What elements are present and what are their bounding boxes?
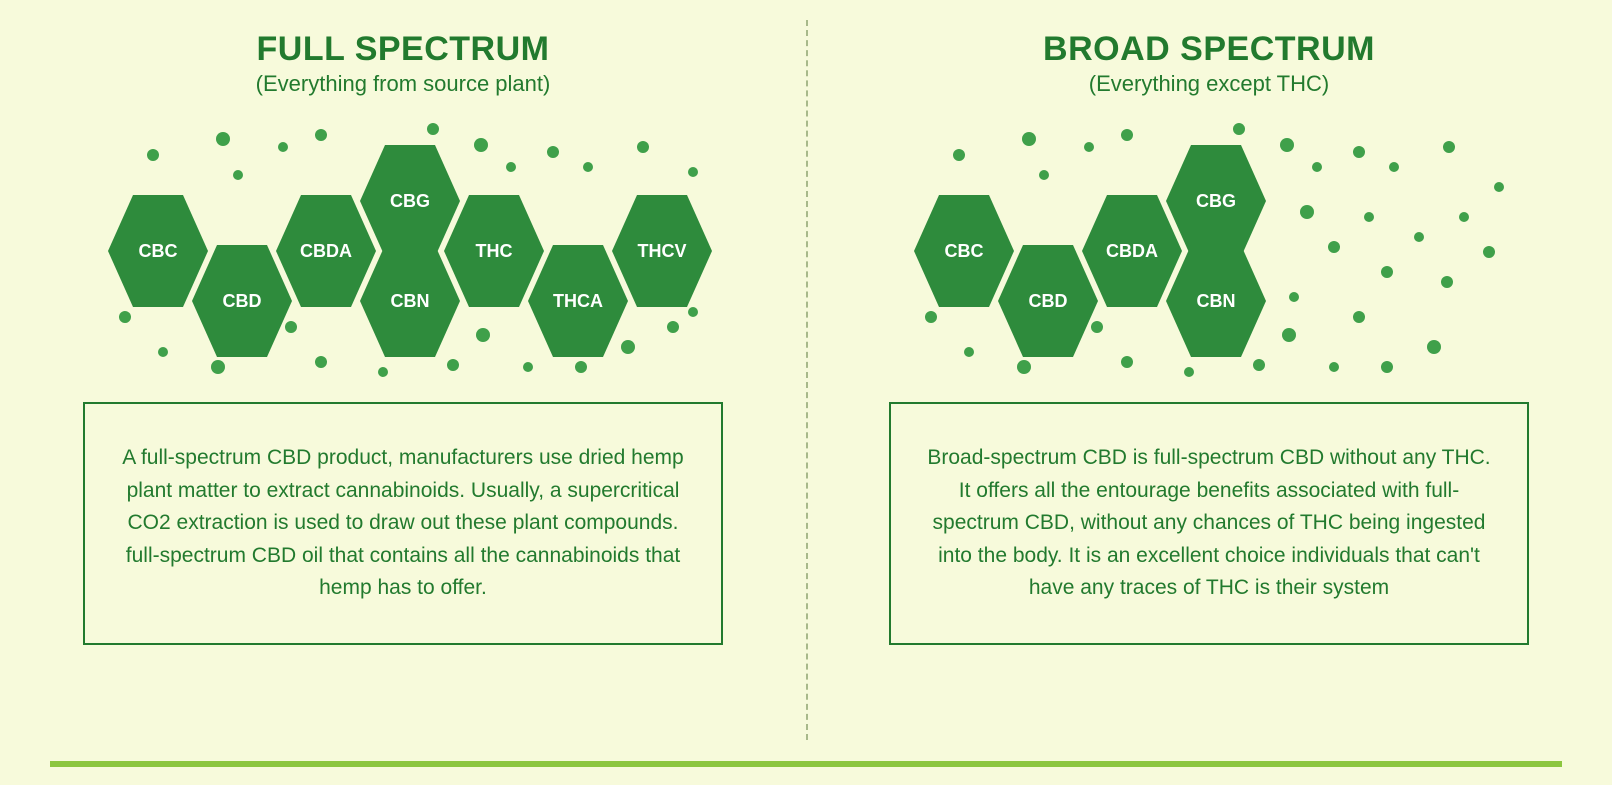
hex-label: CBDA <box>1106 241 1158 262</box>
particle-dot-icon <box>1364 212 1374 222</box>
title-broad: BROAD SPECTRUM <box>1043 30 1375 69</box>
particle-dot-icon <box>964 347 974 357</box>
particle-dot-icon <box>1233 123 1245 135</box>
particle-dot-icon <box>1328 241 1340 253</box>
particle-dot-icon <box>1121 356 1133 368</box>
particle-dot-icon <box>1381 266 1393 278</box>
particle-dot-icon <box>925 311 937 323</box>
description-text: Broad-spectrum CBD is full-spectrum CBD … <box>921 442 1497 605</box>
particle-dot-icon <box>1312 162 1322 172</box>
hex-label: CBN <box>1197 291 1236 312</box>
particle-dot-icon <box>119 311 131 323</box>
particle-dot-icon <box>1414 232 1424 242</box>
hex-cluster-full: CBC CBD CBDA CBG CBN THC THCA THCV <box>83 117 723 397</box>
particle-dot-icon <box>1280 138 1294 152</box>
particle-dot-icon <box>147 149 159 161</box>
particle-dot-icon <box>1017 360 1031 374</box>
particle-dot-icon <box>506 162 516 172</box>
particle-dot-icon <box>233 170 243 180</box>
particle-dot-icon <box>1184 367 1194 377</box>
hex-label: THCA <box>553 291 603 312</box>
subtitle-full: (Everything from source plant) <box>256 71 551 97</box>
particle-dot-icon <box>953 149 965 161</box>
particle-dot-icon <box>1253 359 1265 371</box>
particle-dot-icon <box>583 162 593 172</box>
particle-dot-icon <box>278 142 288 152</box>
hex-label: CBC <box>945 241 984 262</box>
particle-dot-icon <box>688 307 698 317</box>
panel-broad-spectrum: BROAD SPECTRUM (Everything except THC) C… <box>806 0 1612 745</box>
title-full: FULL SPECTRUM <box>257 30 550 69</box>
particle-dot-icon <box>476 328 490 342</box>
particle-dot-icon <box>1289 292 1299 302</box>
subtitle-broad: (Everything except THC) <box>1089 71 1329 97</box>
particle-dot-icon <box>688 167 698 177</box>
hex-cbg: CBG <box>1166 145 1266 257</box>
particle-dot-icon <box>1353 311 1365 323</box>
particle-dot-icon <box>315 129 327 141</box>
horizontal-rule-icon <box>50 761 1562 767</box>
particle-dot-icon <box>211 360 225 374</box>
particle-dot-icon <box>1084 142 1094 152</box>
hex-label: CBD <box>1029 291 1068 312</box>
hex-label: THCV <box>638 241 687 262</box>
particle-dot-icon <box>667 321 679 333</box>
particle-dot-icon <box>158 347 168 357</box>
vertical-divider-icon <box>806 20 808 740</box>
hex-label: CBD <box>223 291 262 312</box>
particle-dot-icon <box>315 356 327 368</box>
particle-dot-icon <box>547 146 559 158</box>
hex-label: CBC <box>139 241 178 262</box>
hex-cluster-broad: CBC CBD CBDA CBG CBN <box>889 117 1529 397</box>
hex-label: THC <box>476 241 513 262</box>
particle-dot-icon <box>1389 162 1399 172</box>
particle-dot-icon <box>1441 276 1453 288</box>
particle-dot-icon <box>1282 328 1296 342</box>
particle-dot-icon <box>447 359 459 371</box>
hex-label: CBDA <box>300 241 352 262</box>
hex-cbn: CBN <box>1166 245 1266 357</box>
particle-dot-icon <box>1300 205 1314 219</box>
particle-dot-icon <box>1022 132 1036 146</box>
particle-dot-icon <box>637 141 649 153</box>
particle-dot-icon <box>1353 146 1365 158</box>
particle-dot-icon <box>378 367 388 377</box>
description-broad: Broad-spectrum CBD is full-spectrum CBD … <box>889 402 1529 645</box>
hex-label: CBG <box>1196 191 1236 212</box>
particle-dot-icon <box>1443 141 1455 153</box>
hex-thcv: THCV <box>612 195 712 307</box>
description-text: A full-spectrum CBD product, manufacture… <box>115 442 691 605</box>
particle-dot-icon <box>427 123 439 135</box>
particle-dot-icon <box>216 132 230 146</box>
particle-dot-icon <box>1039 170 1049 180</box>
particle-dot-icon <box>523 362 533 372</box>
particle-dot-icon <box>1494 182 1504 192</box>
infographic-page: FULL SPECTRUM (Everything from source pl… <box>0 0 1612 785</box>
particle-dot-icon <box>1329 362 1339 372</box>
particle-dot-icon <box>474 138 488 152</box>
panel-full-spectrum: FULL SPECTRUM (Everything from source pl… <box>0 0 806 745</box>
particle-dot-icon <box>1459 212 1469 222</box>
description-full: A full-spectrum CBD product, manufacture… <box>83 402 723 645</box>
particle-dot-icon <box>1483 246 1495 258</box>
hex-label: CBG <box>390 191 430 212</box>
particle-dot-icon <box>1381 361 1393 373</box>
particle-dot-icon <box>1427 340 1441 354</box>
particle-dot-icon <box>1121 129 1133 141</box>
hex-label: CBN <box>391 291 430 312</box>
particle-dot-icon <box>575 361 587 373</box>
